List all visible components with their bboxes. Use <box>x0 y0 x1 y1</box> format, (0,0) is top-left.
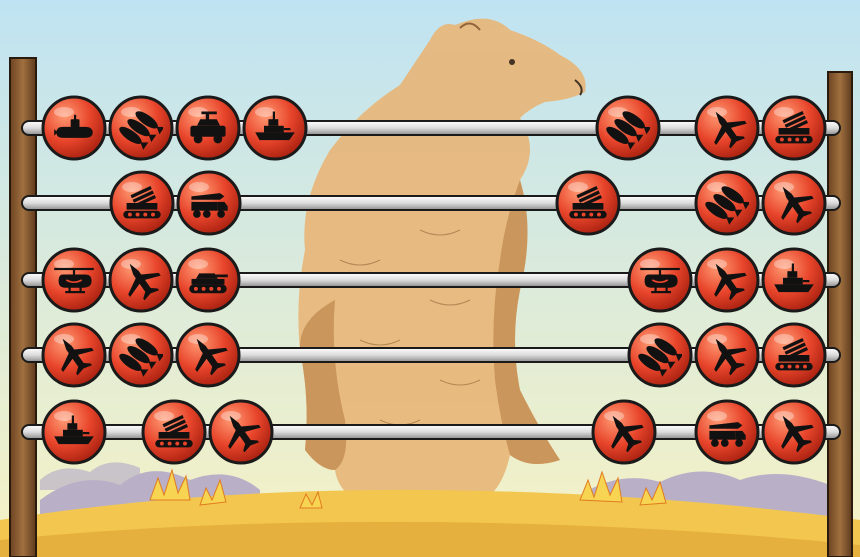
fire-flames <box>149 468 667 509</box>
fighter-jet-icon <box>694 322 760 388</box>
bombs-icon <box>108 95 174 161</box>
humvee-icon <box>175 95 241 161</box>
rocket-launcher-icon <box>761 95 827 161</box>
rocket-launcher-icon <box>109 170 175 236</box>
bombs-icon <box>595 95 661 161</box>
rocket-launcher-icon <box>141 399 207 465</box>
fighter-jet-icon <box>761 399 827 465</box>
bombs-icon <box>694 170 760 236</box>
fighter-jet-icon <box>175 322 241 388</box>
tank-icon <box>175 247 241 313</box>
submarine-icon <box>41 95 107 161</box>
missile-truck-icon <box>176 170 242 236</box>
abacus-beads <box>41 95 827 465</box>
bombs-icon <box>108 322 174 388</box>
fighter-jet-icon <box>694 95 760 161</box>
abacus-frame <box>9 57 853 557</box>
fighter-jet-icon <box>694 247 760 313</box>
fighter-jet-icon <box>761 170 827 236</box>
bombs-icon <box>627 322 693 388</box>
rocket-launcher-icon <box>761 322 827 388</box>
fighter-jet-icon <box>591 399 657 465</box>
warship-icon <box>41 399 107 465</box>
helicopter-icon <box>627 247 693 313</box>
left-frame-post <box>9 57 37 557</box>
right-frame-post <box>827 71 853 557</box>
helicopter-icon <box>41 247 107 313</box>
warship-icon <box>761 247 827 313</box>
warship-icon <box>242 95 308 161</box>
fighter-jet-icon <box>108 247 174 313</box>
rocket-launcher-icon <box>555 170 621 236</box>
fighter-jet-icon <box>41 322 107 388</box>
missile-truck-icon <box>694 399 760 465</box>
fighter-jet-icon <box>208 399 274 465</box>
